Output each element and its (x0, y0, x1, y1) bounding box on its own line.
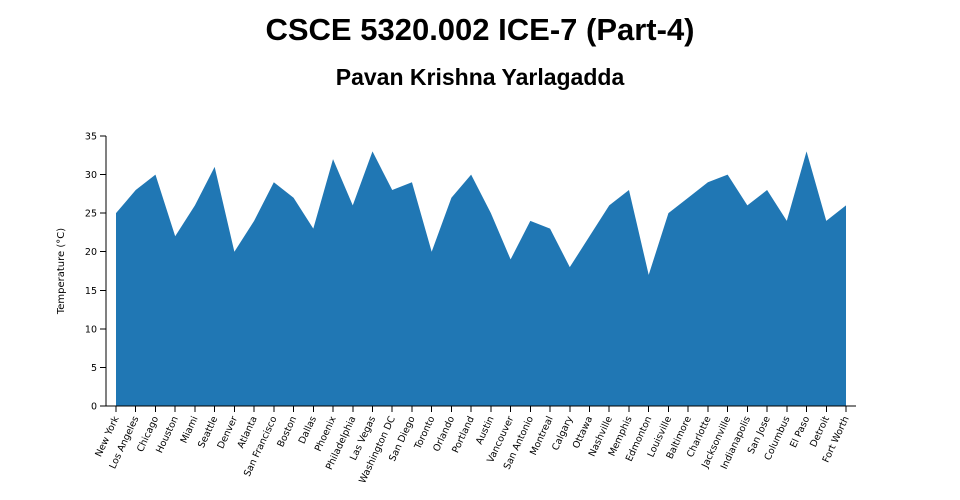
y-tick-label: 15 (85, 286, 97, 297)
y-tick-label: 30 (85, 170, 97, 181)
y-axis: 0 5 10 15 20 25 30 35 (85, 132, 107, 413)
y-tick-label: 20 (85, 247, 97, 258)
y-axis-label: Temperature (°C) (56, 228, 67, 315)
chart-title: CSCE 5320.002 ICE-7 (Part-4) (265, 12, 695, 47)
y-tick-label: 0 (91, 402, 97, 413)
area-layer (116, 151, 846, 406)
chart-subtitle: Pavan Krishna Yarlagadda (335, 64, 625, 90)
area-series (116, 151, 846, 406)
y-tick-label: 10 (85, 324, 97, 335)
y-tick-label: 5 (91, 363, 97, 374)
y-tick-label: 25 (85, 209, 97, 220)
y-tick-label: 35 (85, 132, 97, 143)
